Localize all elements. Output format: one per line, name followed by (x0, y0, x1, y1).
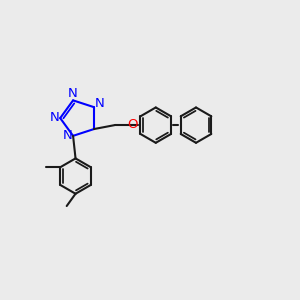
Text: N: N (68, 88, 78, 100)
Text: N: N (95, 97, 105, 110)
Text: O: O (128, 118, 138, 131)
Text: N: N (50, 111, 59, 124)
Text: N: N (62, 129, 72, 142)
